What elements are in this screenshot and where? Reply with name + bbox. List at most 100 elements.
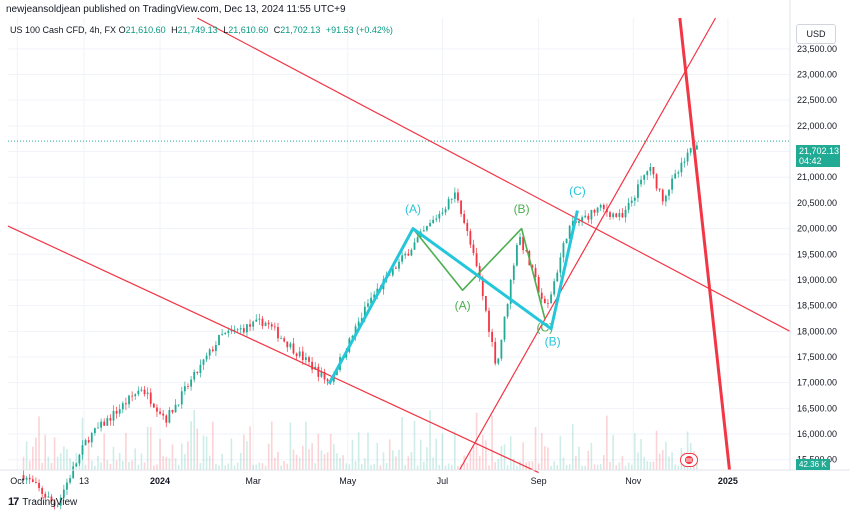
- volume-bar: [243, 434, 245, 470]
- candle-body: [31, 479, 34, 483]
- volume-bar: [516, 465, 518, 470]
- currency-button[interactable]: USD: [796, 24, 836, 44]
- candle-body: [550, 294, 552, 304]
- candle-body: [177, 404, 180, 406]
- low-label: L: [223, 25, 229, 35]
- volume-bar: [630, 464, 633, 470]
- volume-bar: [230, 438, 233, 470]
- candle-body: [211, 349, 214, 352]
- candle-body: [317, 366, 320, 377]
- last-price-value: 21,702.13: [799, 146, 840, 156]
- candle-body: [320, 371, 323, 377]
- volume-bar: [509, 436, 512, 470]
- y-tick-label: 19,000.00: [797, 275, 837, 285]
- volume-bar: [696, 463, 698, 470]
- volume-bar: [320, 450, 323, 470]
- candle-body: [221, 334, 224, 335]
- volume-bar: [497, 459, 500, 470]
- candle-body: [363, 306, 366, 319]
- elliott-waves[interactable]: (A)(B)(C)(A)(B)(C): [327, 184, 586, 385]
- candle-body: [146, 392, 149, 395]
- volume-bar: [435, 438, 438, 470]
- candle-body: [643, 175, 646, 180]
- volume-bar: [488, 465, 490, 470]
- trend-line: [197, 17, 791, 332]
- x-tick-label: 13: [79, 476, 89, 486]
- volume-bars: [22, 409, 698, 470]
- candle-body: [218, 334, 220, 345]
- volume-bar: [258, 462, 261, 470]
- volume-bar: [174, 458, 177, 470]
- volume-bar: [84, 464, 87, 470]
- trend-line: [678, 17, 731, 471]
- candle-body: [447, 199, 450, 210]
- candle-body: [305, 357, 307, 361]
- candle-body: [568, 225, 571, 239]
- volume-bar: [153, 465, 155, 470]
- volume-bar: [360, 464, 363, 470]
- volume-bar: [423, 461, 425, 470]
- main-wave-label: (B): [545, 335, 561, 349]
- candle-body: [599, 204, 602, 208]
- candle-body: [47, 496, 50, 498]
- volume-bar: [382, 452, 385, 470]
- candle-body: [351, 335, 354, 339]
- volume-bar: [224, 465, 227, 470]
- candle-body: [609, 212, 611, 217]
- candle-body: [298, 351, 301, 357]
- volume-bar: [537, 463, 540, 470]
- candle-body: [401, 255, 404, 262]
- candle-body: [475, 253, 478, 267]
- candle-body: [516, 245, 518, 266]
- candle-body: [543, 298, 546, 304]
- candle-body: [649, 166, 652, 172]
- volume-bar: [686, 431, 689, 470]
- candle-body: [553, 281, 556, 295]
- candle-body: [280, 338, 282, 340]
- volume-bar: [540, 432, 543, 470]
- flag-icon[interactable]: [680, 453, 698, 467]
- candle-body: [677, 172, 680, 174]
- volume-bar: [187, 441, 189, 470]
- tradingview-logo-icon: 17: [8, 496, 19, 508]
- volume-bar: [168, 458, 171, 470]
- volume-bar: [348, 464, 351, 470]
- candle-body: [183, 386, 186, 392]
- candle-body: [308, 357, 310, 362]
- candle-body: [646, 171, 649, 176]
- volume-bar: [63, 446, 65, 470]
- candle-body: [174, 404, 177, 413]
- volume-bar: [339, 457, 341, 470]
- candle-body: [66, 482, 68, 490]
- volume-bar: [267, 443, 270, 470]
- volume-bar: [305, 421, 307, 470]
- tradingview-logo[interactable]: 17 TradingView: [8, 496, 77, 508]
- candle-body: [56, 505, 59, 507]
- candle-body: [252, 321, 255, 327]
- candle-body: [227, 330, 230, 333]
- volume-bar: [395, 456, 397, 470]
- candle-body: [621, 213, 624, 218]
- candle-body: [435, 218, 438, 220]
- volume-bar: [655, 430, 658, 470]
- volume-bar: [177, 464, 180, 470]
- volume-bar: [118, 452, 121, 470]
- volume-bar: [643, 456, 645, 470]
- volume-bar: [388, 439, 391, 470]
- volume-bar: [50, 463, 53, 470]
- volume-bar: [106, 459, 109, 470]
- volume-bar: [379, 465, 382, 470]
- trend-lines[interactable]: [7, 17, 791, 474]
- volume-bar: [28, 460, 31, 470]
- candle-body: [22, 475, 25, 480]
- candle-body: [494, 341, 497, 364]
- candle-body: [137, 390, 140, 395]
- candle-body: [655, 174, 658, 189]
- candle-body: [422, 230, 425, 232]
- volume-bar: [367, 432, 369, 470]
- candle-body: [28, 477, 31, 480]
- candle-body: [481, 277, 484, 297]
- volume-bar: [351, 439, 354, 470]
- symbol-name[interactable]: US 100 Cash CFD, 4h, FX: [10, 25, 117, 35]
